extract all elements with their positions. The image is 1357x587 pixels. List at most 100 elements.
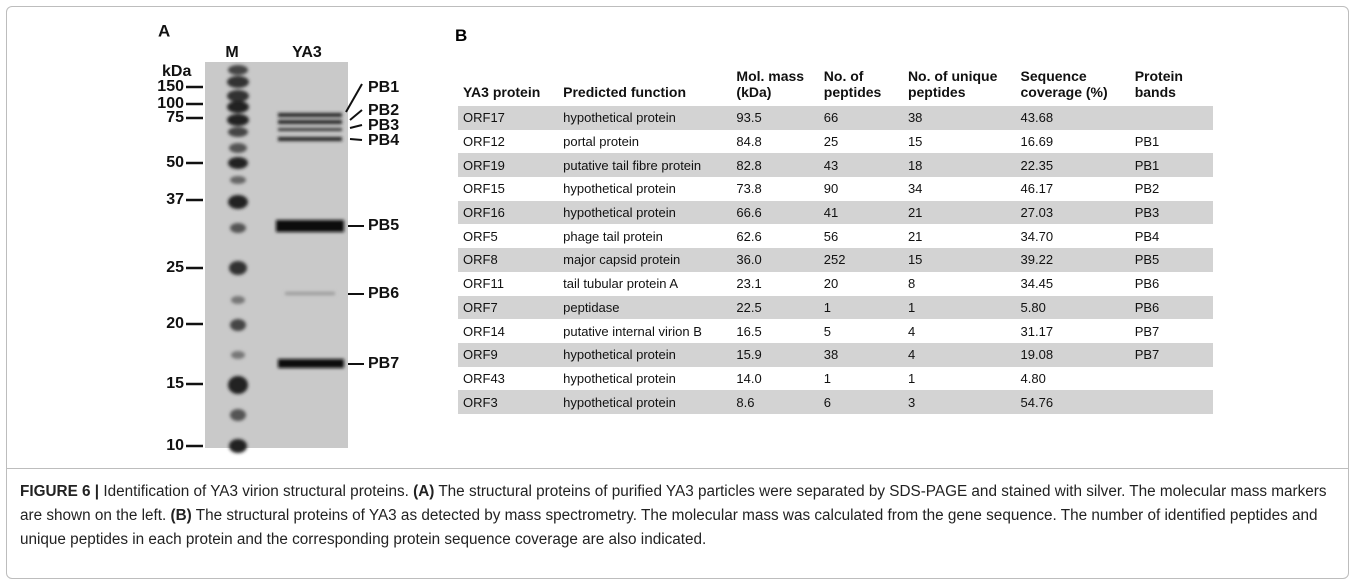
table-cell: hypothetical protein <box>558 390 731 414</box>
table-cell: PB1 <box>1130 130 1213 154</box>
column-header: No. of peptides <box>819 66 903 106</box>
table-cell: ORF11 <box>458 272 558 296</box>
table-cell: 16.69 <box>1016 130 1130 154</box>
table-cell: 62.6 <box>731 224 818 248</box>
table-cell: 93.5 <box>731 106 818 130</box>
marker-label: 75 <box>166 109 184 126</box>
column-header: YA3 protein <box>458 66 558 106</box>
table-cell: 82.8 <box>731 153 818 177</box>
table-cell: PB7 <box>1130 343 1213 367</box>
table-cell: PB2 <box>1130 177 1213 201</box>
page: {"panel_a": {"label": "A", "unit": "kDa"… <box>0 0 1357 587</box>
table-cell: ORF5 <box>458 224 558 248</box>
table-cell <box>1130 390 1213 414</box>
table-cell: 46.17 <box>1016 177 1130 201</box>
caption-label: FIGURE 6 | <box>20 483 99 500</box>
table-row: ORF16hypothetical protein66.6412127.03PB… <box>458 201 1213 225</box>
table-cell: 5.80 <box>1016 296 1130 320</box>
table-cell: 20 <box>819 272 903 296</box>
table-cell: 31.17 <box>1016 319 1130 343</box>
table-cell: 8.6 <box>731 390 818 414</box>
table-cell: 8 <box>903 272 1016 296</box>
table-cell: ORF9 <box>458 343 558 367</box>
table-cell: ORF19 <box>458 153 558 177</box>
table-row: ORF17hypothetical protein93.5663843.68 <box>458 106 1213 130</box>
table-cell: ORF17 <box>458 106 558 130</box>
marker-label: 25 <box>166 259 184 276</box>
table-cell: putative internal virion B <box>558 319 731 343</box>
band-pointer <box>350 139 362 140</box>
band-label: PB6 <box>368 285 399 302</box>
table-cell: hypothetical protein <box>558 106 731 130</box>
table-cell: 15 <box>903 130 1016 154</box>
table-cell: 36.0 <box>731 248 818 272</box>
caption-part: (A) <box>413 483 434 500</box>
column-header: No. of unique peptides <box>903 66 1016 106</box>
table-cell: 19.08 <box>1016 343 1130 367</box>
table-cell: 1 <box>819 367 903 391</box>
table-cell: 4 <box>903 319 1016 343</box>
table-cell: PB1 <box>1130 153 1213 177</box>
column-header: Predicted function <box>558 66 731 106</box>
table-cell: 21 <box>903 201 1016 225</box>
table-cell: 38 <box>819 343 903 367</box>
table-cell: ORF12 <box>458 130 558 154</box>
caption-text: Identification of YA3 virion structural … <box>99 483 413 500</box>
table-cell: 3 <box>903 390 1016 414</box>
table-cell: 22.35 <box>1016 153 1130 177</box>
table-cell: 34.70 <box>1016 224 1130 248</box>
table-cell: 41 <box>819 201 903 225</box>
table-cell: 25 <box>819 130 903 154</box>
table-cell: 22.5 <box>731 296 818 320</box>
table-cell: 66.6 <box>731 201 818 225</box>
table-cell: 73.8 <box>731 177 818 201</box>
table-row: ORF11tail tubular protein A23.120834.45P… <box>458 272 1213 296</box>
marker-label: 50 <box>166 154 184 171</box>
caption-text: The structural proteins of YA3 as detect… <box>20 507 1318 548</box>
table-cell: peptidase <box>558 296 731 320</box>
table-cell: ORF43 <box>458 367 558 391</box>
table-cell: ORF8 <box>458 248 558 272</box>
band-label: PB4 <box>368 132 399 149</box>
table-cell: PB4 <box>1130 224 1213 248</box>
column-header: Protein bands <box>1130 66 1213 106</box>
band-label: PB1 <box>368 79 399 96</box>
table-row: ORF7peptidase22.5115.80PB6 <box>458 296 1213 320</box>
caption-part: (B) <box>171 507 192 524</box>
table-cell: 54.76 <box>1016 390 1130 414</box>
table-cell: hypothetical protein <box>558 201 731 225</box>
marker-label: 150 <box>157 78 184 95</box>
table-cell: 66 <box>819 106 903 130</box>
column-header: Mol. mass (kDa) <box>731 66 818 106</box>
table-cell: 15 <box>903 248 1016 272</box>
lane-label: YA3 <box>292 44 322 61</box>
panel-label: B <box>455 26 467 46</box>
table-cell: 38 <box>903 106 1016 130</box>
table-cell: 39.22 <box>1016 248 1130 272</box>
caption: FIGURE 6 | Identification of YA3 virion … <box>20 480 1340 552</box>
table-cell: 27.03 <box>1016 201 1130 225</box>
table-cell: PB7 <box>1130 319 1213 343</box>
band-pointer <box>350 125 362 128</box>
table-cell: phage tail protein <box>558 224 731 248</box>
band-pointer <box>346 84 362 112</box>
table-cell: major capsid protein <box>558 248 731 272</box>
table-cell: 23.1 <box>731 272 818 296</box>
table-cell: 56 <box>819 224 903 248</box>
band-label: PB5 <box>368 217 399 234</box>
table-cell: 34.45 <box>1016 272 1130 296</box>
table-cell: 14.0 <box>731 367 818 391</box>
table-cell: 252 <box>819 248 903 272</box>
table-cell: 84.8 <box>731 130 818 154</box>
table-cell: 1 <box>903 367 1016 391</box>
table-cell: 18 <box>903 153 1016 177</box>
table-cell: ORF7 <box>458 296 558 320</box>
marker-label: 15 <box>166 375 184 392</box>
